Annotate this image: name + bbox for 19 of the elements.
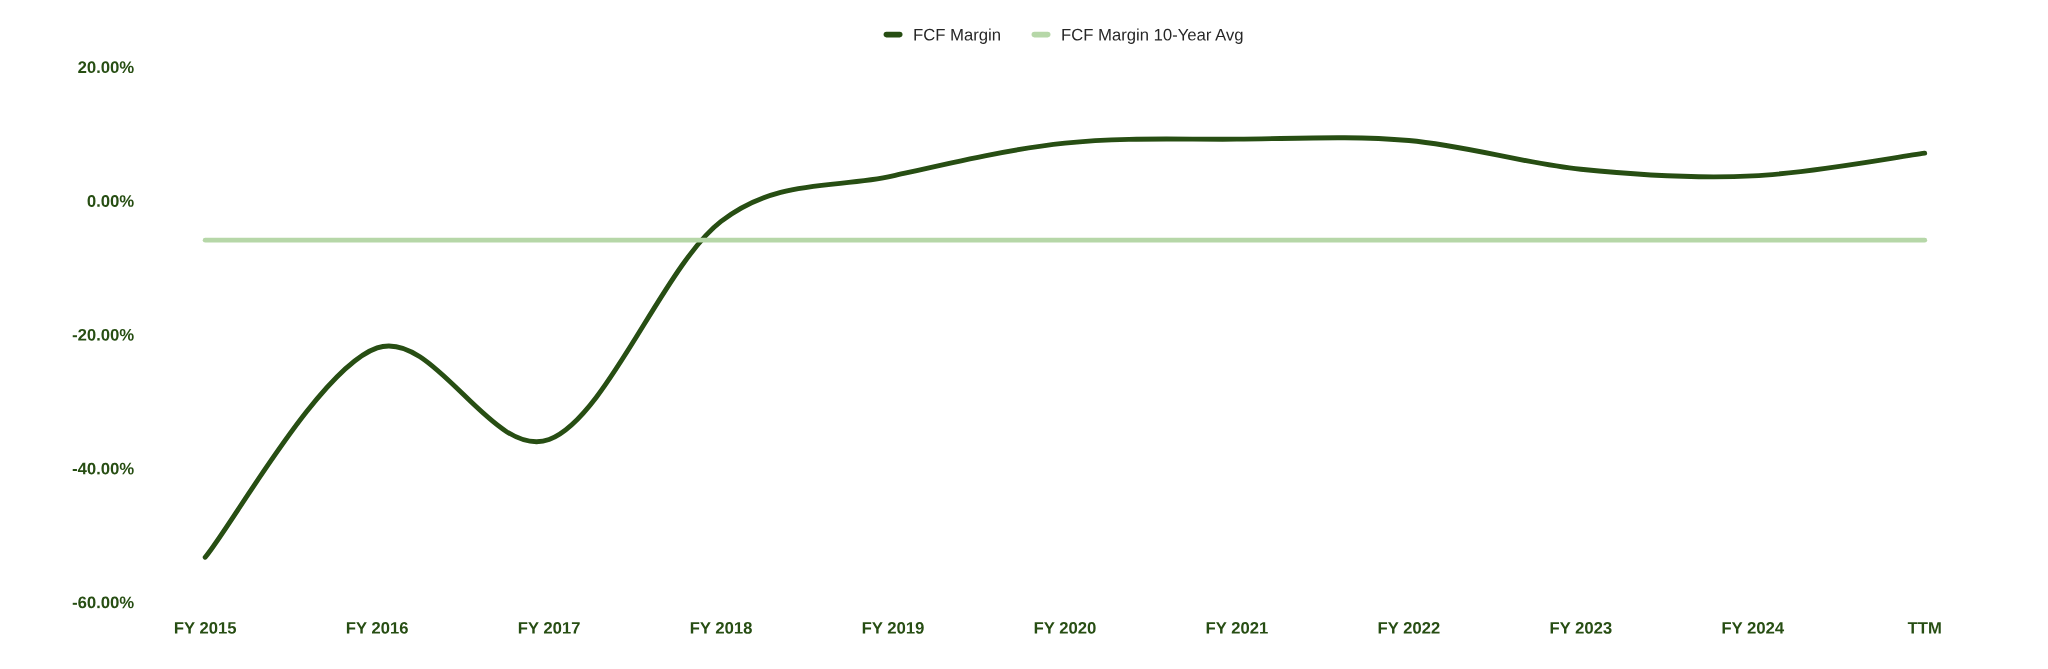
y-tick-label: 0.00% bbox=[87, 195, 134, 207]
y-tick-label: -60.00% bbox=[72, 596, 134, 609]
y-tick-label: -40.00% bbox=[72, 462, 134, 475]
y-tick-label: -20.00% bbox=[72, 328, 134, 341]
x-tick-label: TTM bbox=[1907, 622, 1941, 634]
x-tick-label: FY 2018 bbox=[690, 621, 752, 634]
x-tick-label: FY 2024 bbox=[1722, 621, 1785, 634]
x-tick-label: FY 2019 bbox=[862, 621, 924, 634]
x-tick-label: FY 2017 bbox=[518, 621, 580, 634]
x-tick-label: FY 2015 bbox=[174, 621, 237, 634]
x-tick-label: FY 2021 bbox=[1206, 621, 1268, 634]
x-tick-label: FY 2020 bbox=[1034, 621, 1096, 634]
legend-label: FCF Margin bbox=[914, 28, 1000, 44]
line-series bbox=[202, 135, 1928, 560]
x-tick-label: FY 2023 bbox=[1550, 621, 1612, 634]
x-tick-label: FY 2022 bbox=[1378, 621, 1440, 634]
y-tick-label: 20.00% bbox=[78, 61, 134, 74]
legend-label: FCF Margin 10-Year Avg bbox=[1062, 28, 1243, 44]
x-tick-label: FY 2016 bbox=[346, 621, 408, 634]
